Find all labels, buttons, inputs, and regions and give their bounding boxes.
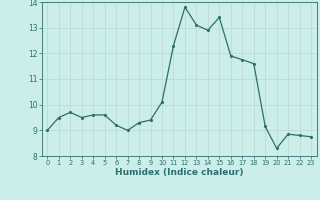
X-axis label: Humidex (Indice chaleur): Humidex (Indice chaleur): [115, 168, 244, 177]
